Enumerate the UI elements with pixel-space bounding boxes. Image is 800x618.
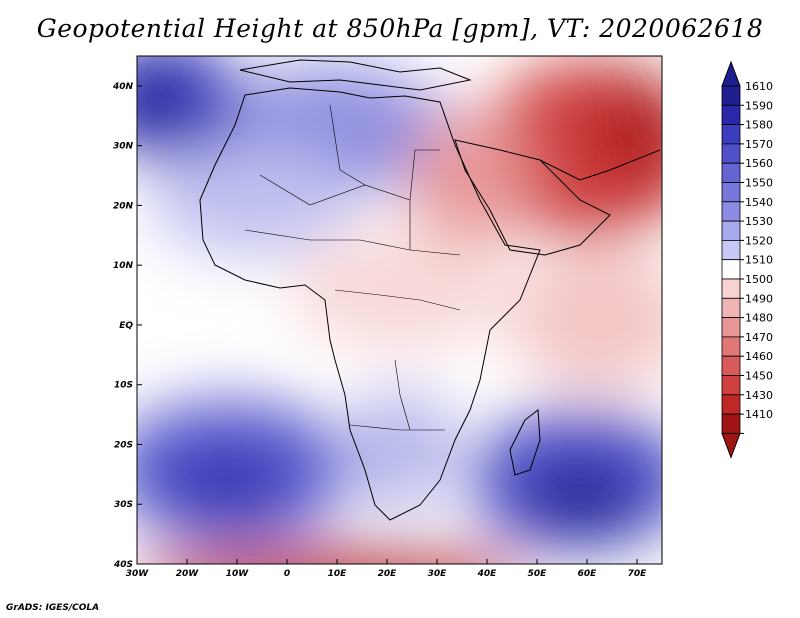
colorbar-swatch	[721, 85, 741, 106]
colorbar-swatch	[721, 124, 741, 145]
africa-coast	[199, 87, 541, 521]
europe-coast	[239, 59, 472, 91]
colorbar-label: 1570	[745, 138, 773, 151]
colorbar-label: 1500	[745, 273, 773, 286]
border-sahel	[244, 229, 461, 256]
colorbar-label: 1490	[745, 292, 773, 305]
colorbar-label: 1610	[745, 80, 773, 93]
x-tick-label: 70E	[628, 569, 648, 579]
coastlines	[199, 59, 661, 521]
central-africa-pink	[290, 230, 510, 350]
colorbar-swatch	[721, 297, 741, 318]
azores-high-core	[137, 70, 185, 130]
colorbar-swatch	[721, 259, 741, 280]
colorbar-swatch	[721, 182, 741, 203]
x-tick-label: 30W	[126, 569, 150, 579]
x-tick-label: 20W	[176, 569, 200, 579]
height-field	[137, 56, 662, 564]
indian-ocean-pink	[510, 250, 662, 390]
colorbar-swatch	[721, 355, 741, 376]
colorbar-label: 1510	[745, 254, 773, 267]
colorbar-label: 1590	[745, 99, 773, 112]
colorbar-swatch	[721, 336, 741, 357]
field-blobs	[137, 56, 662, 564]
colorbar-swatch	[721, 239, 741, 261]
colorbar-swatch	[721, 104, 741, 126]
colorbar-label: 1550	[745, 177, 773, 190]
madagascar-coast	[509, 409, 541, 476]
x-tick-label: 10E	[328, 569, 348, 579]
colorbar-label: 1450	[745, 370, 773, 383]
colorbar-swatch	[721, 162, 741, 183]
colorbar-swatch	[721, 375, 741, 396]
x-tick-label: 20E	[378, 569, 398, 579]
chart-title: Geopotential Height at 850hPa [gpm], VT:…	[36, 14, 764, 43]
mascarene-high-core	[525, 465, 635, 535]
y-tick-label: EQ	[119, 321, 133, 331]
y-tick-label: 20N	[113, 201, 134, 211]
arabia-coast	[454, 139, 611, 256]
colorbar-label: 1480	[745, 312, 773, 325]
colorbar: 1610 1590 1580 1570 1560 1550 1540 1530 1520 1510…	[721, 60, 773, 459]
y-tick-label: 30S	[114, 500, 133, 510]
border-south	[349, 424, 445, 431]
colorbar-label: 1520	[745, 234, 773, 247]
border-east	[409, 149, 440, 201]
x-tick-label: 30E	[428, 569, 448, 579]
x-tick-label: 10W	[226, 569, 250, 579]
colorbar-top-arrow	[721, 60, 741, 87]
persian-gulf-coast	[539, 149, 661, 181]
country-borders	[244, 104, 461, 431]
southern-ocean-low	[150, 550, 510, 564]
y-tick-label: 10S	[114, 381, 133, 391]
colorbar-swatch	[721, 143, 741, 164]
colorbar-swatch	[721, 201, 741, 222]
southern-africa-blue	[340, 390, 460, 510]
grads-credit: GrADS: IGES/COLA	[6, 603, 100, 613]
persian-low-core	[590, 75, 662, 185]
colorbar-bottom-arrow	[721, 432, 741, 459]
x-tick-label: 50E	[528, 569, 548, 579]
colorbar-label: 1580	[745, 119, 773, 132]
colorbar-swatch	[721, 220, 741, 241]
x-tick-label: 0	[284, 569, 290, 579]
y-tick-label: 40S	[113, 560, 133, 570]
x-tick-label: 40E	[477, 569, 498, 579]
colorbar-label: 1470	[745, 331, 773, 344]
colorbar-label: 1560	[745, 157, 773, 170]
colorbar-swatch	[721, 278, 741, 299]
colorbar-label: 1460	[745, 350, 773, 363]
plot-frame	[136, 55, 663, 565]
south-atlantic-high-core	[160, 450, 290, 520]
y-tick-label: 40N	[112, 82, 134, 92]
colorbar-swatch	[721, 394, 741, 415]
colorbar-swatch	[721, 317, 741, 338]
y-axis: 40N 30N 20N 10N EQ 10S 20S 30S 40S	[112, 82, 142, 570]
border-southern	[394, 359, 411, 431]
border-north	[329, 104, 366, 186]
colorbar-label: 1410	[745, 408, 773, 421]
red-sea-area	[410, 110, 530, 250]
y-tick-label: 20S	[114, 440, 133, 450]
colorbar-label: 1530	[745, 215, 773, 228]
colorbar-label: 1430	[745, 389, 773, 402]
x-tick-label: 60E	[578, 569, 598, 579]
y-tick-label: 30N	[113, 142, 134, 152]
y-tick-label: 10N	[113, 261, 134, 271]
border-central	[334, 289, 461, 311]
blue-sahel-area	[150, 145, 350, 255]
colorbar-label: 1540	[745, 196, 773, 209]
x-axis: 30W 20W 10W 0 10E 20E 30E 40E 50E 60E 70E	[126, 559, 647, 579]
colorbar-swatch	[721, 413, 741, 434]
